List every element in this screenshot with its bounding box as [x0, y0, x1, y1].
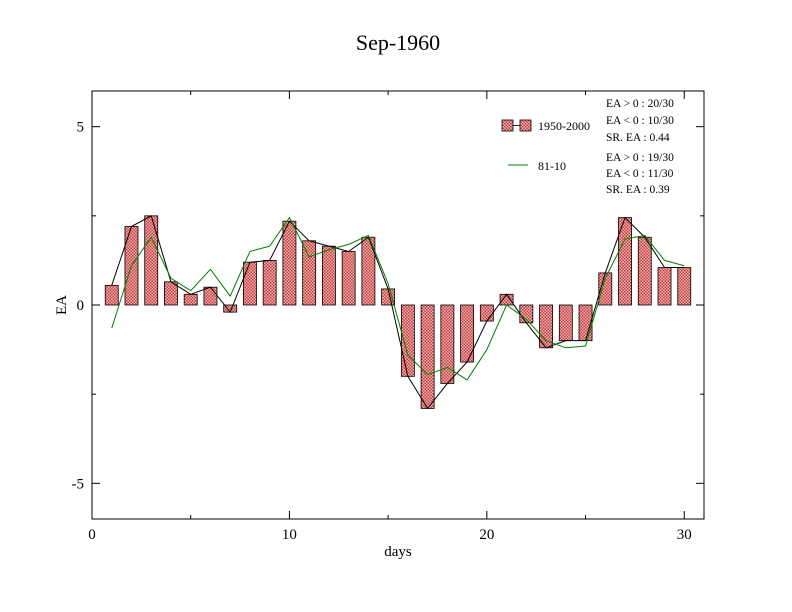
legend-label-bar: 1950-2000 [538, 119, 590, 133]
stats-block: EA > 0 : 20/30 EA < 0 : 10/30 SR. EA : 0… [606, 98, 674, 196]
bar-day-13 [341, 251, 356, 306]
stat-1950-neg: EA < 0 : 10/30 [606, 115, 674, 127]
legend-swatch-bar-right [519, 119, 532, 132]
chart-title: Sep-1960 [356, 30, 440, 55]
stat-1950-sr: SR. EA : 0.44 [606, 132, 670, 144]
bar-series-connector-line [111, 215, 685, 410]
bar-day-24 [558, 304, 573, 342]
bar-day-1 [104, 284, 119, 306]
bar-day-6 [203, 286, 218, 306]
legend: 1950-2000 81-10 [501, 119, 590, 173]
x-axis-label: days [384, 544, 412, 560]
stat-8110-neg: EA < 0 : 11/30 [606, 168, 674, 180]
x-tick-label-20: 20 [479, 527, 494, 543]
bar-day-17 [420, 304, 435, 409]
y-tick-label-0: 0 [77, 298, 85, 314]
bar-day-5 [183, 293, 198, 306]
bar-day-11 [302, 240, 317, 306]
y-axis-label: EA [54, 295, 70, 315]
y-tick-label--5: -5 [72, 476, 85, 492]
bar-day-25 [578, 304, 593, 342]
legend-swatch-bar-left [501, 119, 514, 132]
stat-8110-pos: EA > 0 : 19/30 [606, 152, 674, 164]
bar-day-22 [519, 304, 534, 324]
bar-day-12 [321, 245, 336, 306]
x-tick-label-30: 30 [677, 527, 692, 543]
stat-1950-pos: EA > 0 : 20/30 [606, 98, 674, 110]
x-tick-label-10: 10 [282, 527, 297, 543]
bar-day-20 [479, 304, 494, 322]
axis-ticks: 0 10 20 30 -5 0 5 [72, 91, 704, 543]
bar-day-8 [243, 261, 257, 306]
bar-day-18 [440, 304, 455, 384]
bar-day-29 [657, 267, 672, 306]
series-line-81-10 [111, 216, 685, 381]
bar-day-15 [381, 288, 396, 306]
bar-day-28 [637, 236, 652, 306]
stat-8110-sr: SR. EA : 0.39 [606, 184, 670, 196]
bar-day-9 [262, 260, 277, 306]
x-tick-label-0: 0 [88, 527, 96, 543]
bar-day-16 [400, 304, 415, 377]
bar-day-30 [677, 267, 692, 306]
bar-day-4 [164, 281, 178, 306]
bar-day-10 [282, 220, 297, 306]
line-series [111, 215, 685, 410]
legend-label-line: 81-10 [538, 159, 566, 173]
y-tick-label-5: 5 [77, 120, 85, 136]
bar-series [104, 215, 692, 409]
bar-day-3 [144, 215, 159, 306]
